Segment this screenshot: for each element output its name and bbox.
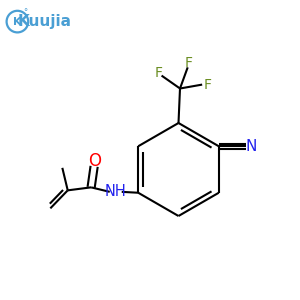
Text: °: ° bbox=[23, 8, 27, 17]
Text: N: N bbox=[245, 139, 257, 154]
Text: F: F bbox=[184, 56, 192, 70]
Text: F: F bbox=[204, 78, 212, 92]
Text: K: K bbox=[13, 16, 22, 27]
Text: NH: NH bbox=[105, 184, 127, 199]
Text: Kuujia: Kuujia bbox=[17, 14, 71, 29]
Text: F: F bbox=[154, 66, 163, 80]
Text: O: O bbox=[88, 152, 101, 170]
